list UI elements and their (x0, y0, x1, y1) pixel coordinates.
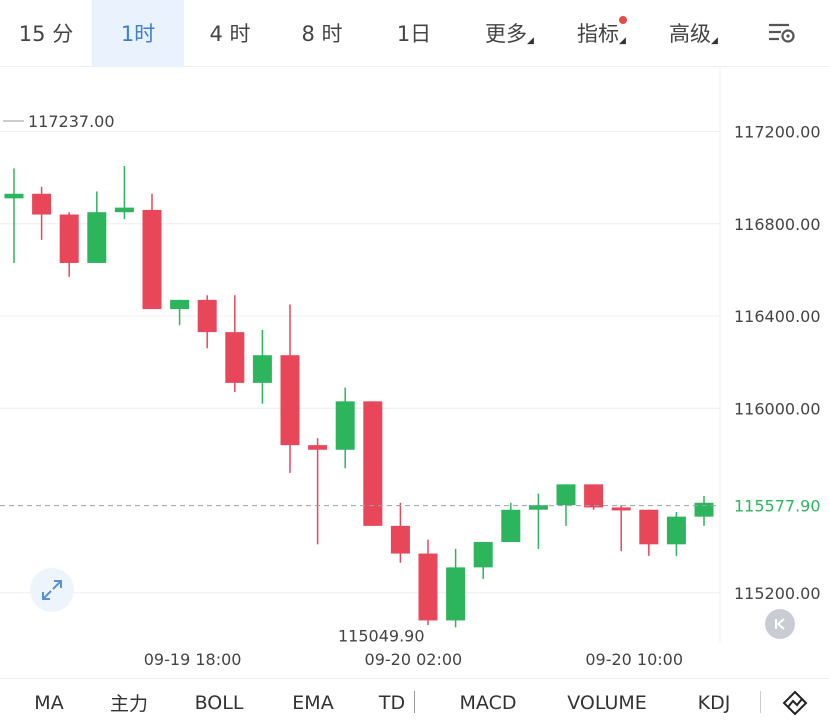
tab-label: 指标 (577, 18, 619, 48)
tab-more[interactable]: 更多 ◢ (460, 0, 552, 66)
indicator-kdj[interactable]: KDJ (684, 679, 744, 726)
candle-body (446, 567, 465, 620)
chart-settings-button[interactable] (752, 0, 812, 66)
tab-4h[interactable]: 4 时 (184, 0, 276, 66)
indicator-label: MACD (460, 692, 517, 714)
candle-body (225, 332, 244, 383)
dropdown-triangle-icon: ◢ (619, 36, 626, 46)
tab-label: 1时 (121, 18, 155, 48)
tab-label: 15 分 (19, 18, 73, 48)
candlestick-chart[interactable]: 117200.00 116800.00 116400.00 116000.00 1152… (0, 67, 829, 642)
max-price-label: 117237.00 (28, 112, 115, 131)
indicator-boll[interactable]: BOLL (182, 679, 256, 726)
candle-body (612, 507, 631, 510)
scroll-to-latest-button[interactable] (765, 609, 795, 639)
toolbar-divider (760, 691, 761, 713)
indicator-label: 主力 (110, 689, 148, 716)
indicator-label: VOLUME (567, 692, 647, 714)
current-price-label: 115577.90 (734, 497, 821, 516)
dropdown-triangle-icon: ◢ (711, 36, 718, 46)
tab-label: 4 时 (209, 18, 250, 48)
x-tick-label: 09-19 18:00 (144, 650, 242, 669)
candle-body (32, 194, 51, 215)
candle-body (474, 542, 493, 567)
x-tick-label: 09-20 02:00 (365, 650, 463, 669)
candle-body (639, 510, 658, 545)
tab-1h[interactable]: 1时 (92, 0, 184, 66)
candle-body (501, 510, 520, 542)
tab-label: 更多 (485, 18, 527, 48)
scroll-to-latest-icon (772, 616, 788, 632)
expand-arrows-icon (40, 578, 64, 602)
candle-body (87, 212, 106, 263)
candle-body (584, 484, 603, 507)
indicator-ma[interactable]: MA (14, 679, 84, 726)
indicator-macd[interactable]: MACD (446, 679, 530, 726)
chart-annotations: 115577.90 117237.00 115049.90 (0, 112, 821, 642)
tab-label: 1日 (397, 18, 431, 48)
indicator-td[interactable]: TD (362, 679, 422, 726)
candle-body (281, 355, 300, 445)
tab-1d[interactable]: 1日 (368, 0, 460, 66)
chart-grid (0, 132, 720, 593)
candle-body (170, 300, 189, 309)
tab-label: 8 时 (301, 18, 342, 48)
timeframe-toolbar: 15 分 1时 4 时 8 时 1日 更多 ◢ 指标 ◢ 高级 ◢ (0, 0, 829, 67)
candle-body (557, 484, 576, 505)
draw-tool-button[interactable] (770, 679, 820, 726)
y-tick-label: 116000.00 (734, 399, 821, 418)
indicator-ema[interactable]: EMA (276, 679, 350, 726)
indicator-label: MA (34, 692, 63, 714)
y-axis-labels: 117200.00 116800.00 116400.00 116000.00 1152… (734, 123, 821, 603)
notification-dot (619, 16, 627, 24)
indicator-main-force[interactable]: 主力 (94, 679, 164, 726)
indicator-volume[interactable]: VOLUME (552, 679, 662, 726)
draw-line-icon (782, 690, 808, 716)
toolbar-divider (414, 691, 415, 713)
candles-group (5, 166, 714, 627)
candle-body (419, 554, 438, 621)
y-tick-label: 117200.00 (734, 123, 821, 142)
candle-body (115, 208, 134, 213)
y-tick-label: 116800.00 (734, 215, 821, 234)
candle-body (667, 517, 686, 545)
indicator-label: BOLL (195, 692, 244, 714)
y-tick-label: 116400.00 (734, 307, 821, 326)
candle-body (695, 503, 714, 517)
x-tick-label: 09-20 10:00 (585, 650, 683, 669)
candle-body (391, 526, 410, 554)
expand-chart-button[interactable] (30, 568, 74, 612)
min-price-label: 115049.90 (338, 626, 425, 642)
tab-indicators[interactable]: 指标 ◢ (552, 0, 644, 66)
x-axis: 09-19 18:00 09-20 02:00 09-20 10:00 (0, 642, 829, 678)
candle-body (308, 445, 327, 450)
tab-8h[interactable]: 8 时 (276, 0, 368, 66)
candle-body (253, 355, 272, 383)
chart-settings-icon (767, 20, 797, 46)
indicator-label: TD (379, 692, 405, 714)
dropdown-triangle-icon: ◢ (527, 36, 534, 46)
tab-advanced[interactable]: 高级 ◢ (644, 0, 736, 66)
candle-body (336, 401, 355, 449)
tab-label: 高级 (669, 18, 711, 48)
tab-15m[interactable]: 15 分 (0, 0, 92, 66)
indicator-label: EMA (292, 692, 333, 714)
candle-body (143, 210, 162, 309)
candle-body (60, 215, 79, 263)
indicator-label: KDJ (698, 692, 731, 714)
candle-body (5, 194, 24, 199)
candle-body (363, 401, 382, 526)
indicator-toolbar: MA 主力 BOLL EMA TD MACD VOLUME KDJ (0, 678, 829, 726)
candle-body (198, 300, 217, 332)
y-tick-label: 115200.00 (734, 584, 821, 603)
